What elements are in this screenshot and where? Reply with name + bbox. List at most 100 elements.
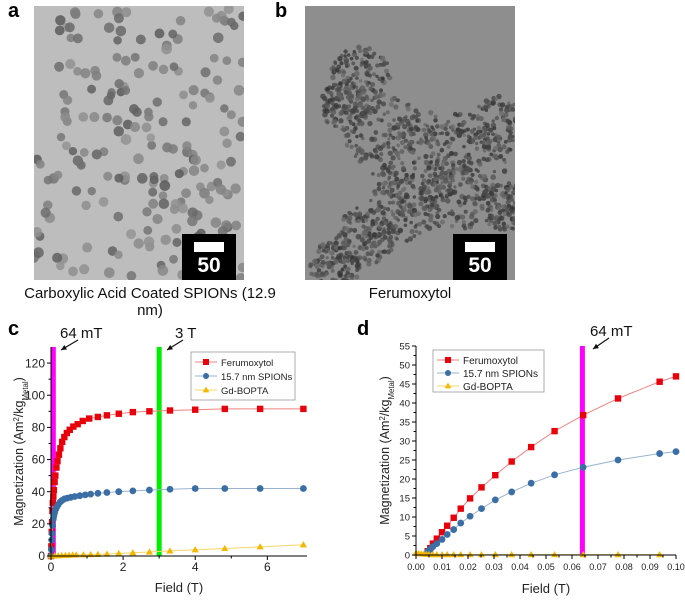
data-point	[191, 546, 199, 553]
data-point	[438, 551, 446, 558]
data-point	[551, 471, 558, 479]
data-point	[672, 373, 680, 380]
y-tick-label: 50	[399, 360, 410, 371]
data-point	[50, 486, 58, 494]
series-line	[427, 375, 677, 552]
scalebar-b-label: 50 nm	[464, 254, 496, 280]
data-point	[48, 536, 56, 544]
x-tick-label: 0.01	[433, 562, 451, 572]
data-point	[492, 472, 499, 479]
legend-label: Gd-BOPTA	[221, 386, 269, 397]
y-tick-label: 45	[399, 379, 410, 390]
data-point	[70, 423, 77, 430]
data-point	[81, 491, 89, 499]
data-point	[54, 457, 61, 465]
data-point	[76, 492, 84, 500]
data-point	[579, 463, 587, 471]
scalebar-b-bar	[465, 242, 495, 252]
data-point	[300, 405, 307, 413]
data-point	[443, 551, 451, 558]
data-point	[478, 505, 485, 513]
data-point	[299, 485, 307, 492]
y-tick-label: 0	[405, 550, 410, 561]
data-point	[614, 551, 622, 558]
data-point	[477, 551, 486, 558]
data-point	[94, 413, 102, 421]
data-point	[299, 541, 307, 548]
x-axis-label: Field (T)	[522, 581, 570, 596]
tem-image-spions: 50 nm	[34, 6, 244, 280]
data-point	[115, 549, 123, 557]
data-point	[94, 489, 102, 497]
data-point	[433, 540, 441, 547]
scalebar-a-label: 50 nm	[193, 254, 225, 280]
annotation-label: 64 mT	[590, 323, 633, 340]
series-line	[427, 451, 677, 552]
data-point	[614, 456, 622, 464]
data-point	[49, 499, 57, 507]
series-line	[50, 408, 304, 557]
data-point	[550, 551, 559, 558]
data-point	[129, 408, 137, 416]
legend-label: 15.7 nm SPIONs	[463, 369, 538, 380]
data-point	[166, 407, 174, 414]
data-point	[146, 408, 153, 415]
data-point	[450, 514, 457, 521]
data-point	[466, 512, 474, 520]
data-point	[508, 488, 516, 496]
x-tick-label: 6	[264, 560, 271, 574]
x-tick-label: 0.09	[641, 562, 659, 572]
data-point	[656, 378, 663, 385]
data-point	[527, 443, 535, 451]
data-point	[527, 479, 535, 487]
y-tick-label: 20	[399, 474, 410, 485]
y-axis-label: Magnetization (Am2/kgMetal)	[12, 377, 30, 526]
tem-particles-b	[305, 6, 515, 280]
data-point	[115, 488, 123, 496]
x-axis-label: Field (T)	[155, 580, 203, 595]
data-point	[221, 544, 229, 552]
data-point	[256, 543, 264, 550]
data-point	[71, 493, 79, 500]
y-tick-label: 20	[32, 517, 46, 531]
x-tick-label: 2	[120, 560, 127, 574]
data-point	[51, 478, 58, 486]
data-point	[58, 438, 66, 446]
data-point	[63, 429, 71, 437]
y-tick-label: 30	[399, 436, 410, 447]
annotation-label: 3 T	[175, 325, 196, 342]
data-point	[166, 485, 174, 493]
annotation-label: 64 mT	[60, 325, 103, 342]
data-point	[438, 536, 446, 543]
data-point	[221, 485, 229, 492]
magnetization-chart-lowfield: 0.00 0.01 0.02 0.03 0.04 0.05 0.06 0.07 0.08 0.09…	[378, 323, 685, 596]
marker-line-64mt	[579, 346, 585, 555]
data-point	[508, 551, 516, 558]
data-point	[53, 464, 60, 471]
data-point	[103, 412, 111, 419]
data-point	[87, 490, 95, 498]
y-tick-label: 35	[399, 417, 410, 428]
data-point	[656, 551, 664, 558]
data-point	[433, 535, 440, 542]
data-point	[103, 550, 111, 557]
data-point	[551, 427, 558, 435]
y-tick-label: 100	[25, 388, 45, 402]
data-point	[457, 505, 464, 512]
tem-image-ferumoxytol: 50 nm	[305, 6, 515, 280]
marker-line-64mt	[50, 347, 56, 556]
legend-label: Ferumoxytol	[221, 358, 273, 369]
caption-a: Carboxylic Acid Coated SPIONs (12.9 nm)	[24, 285, 276, 319]
x-tick-label: 0.02	[459, 562, 477, 572]
data-point	[256, 405, 264, 413]
x-tick-label: 0	[48, 560, 55, 574]
y-tick-label: 5	[405, 531, 410, 542]
data-point	[74, 420, 81, 428]
tem-particles-a	[34, 6, 244, 280]
x-tick-label: 0.07	[589, 562, 607, 572]
caption-b: Ferumoxytol	[368, 285, 452, 302]
data-point	[656, 450, 664, 457]
y-tick-label: 80	[32, 421, 46, 435]
data-point	[52, 472, 59, 479]
